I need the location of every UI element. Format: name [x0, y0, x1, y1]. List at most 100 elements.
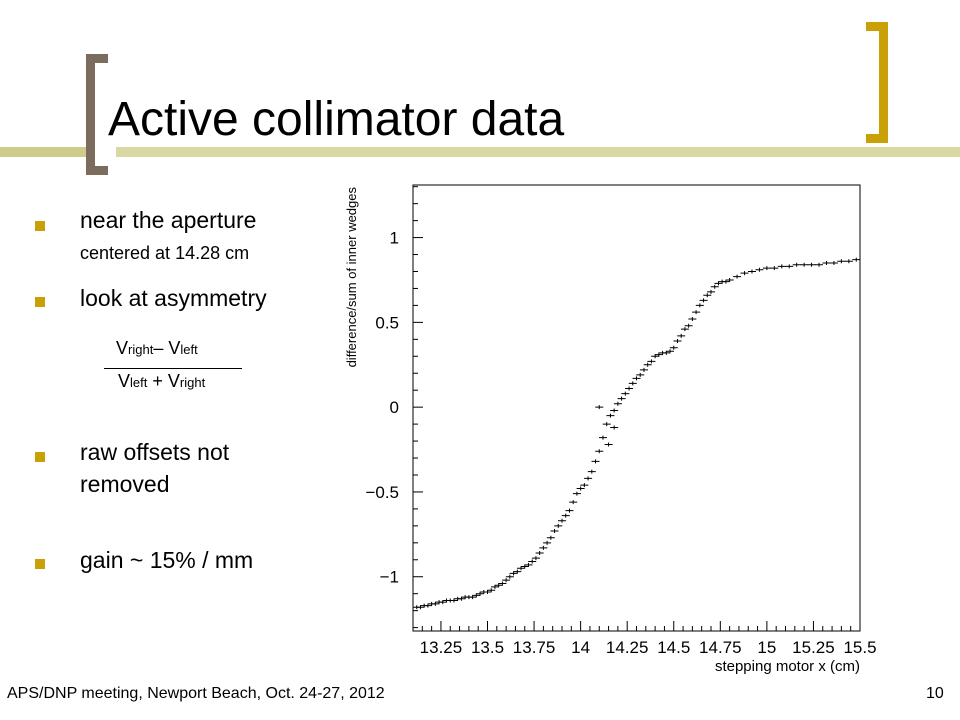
data-point: [598, 435, 607, 440]
formula-den-v1: V: [118, 371, 131, 391]
data-point: [677, 333, 686, 338]
data-point: [695, 303, 704, 308]
data-point: [628, 381, 637, 386]
x-tick-label: 14: [571, 638, 590, 657]
data-point: [550, 528, 559, 533]
x-tick-label: 14.75: [699, 638, 742, 657]
x-tick-label: 13.75: [513, 638, 556, 657]
data-point: [643, 362, 652, 367]
data-point: [807, 262, 816, 267]
x-axis-label: stepping motor x (cm): [715, 658, 860, 675]
bullet-marker: [35, 221, 45, 231]
data-point: [569, 500, 578, 505]
data-point: [565, 508, 574, 513]
data-point: [617, 396, 626, 401]
data-point: [740, 271, 749, 276]
formula-den-sub-right: right: [179, 375, 206, 390]
bullet-subtext-centered: centered at 14.28 cm: [80, 243, 250, 263]
x-tick-label: 15: [757, 638, 776, 657]
data-point: [528, 559, 537, 564]
data-point: [669, 345, 678, 350]
y-tick-label: −0.5: [365, 483, 399, 502]
y-tick-label: −1: [380, 568, 399, 587]
data-point: [792, 262, 801, 267]
data-point: [543, 540, 552, 545]
plot-frame: [412, 184, 861, 632]
data-point: [815, 262, 824, 267]
data-point: [531, 556, 540, 561]
formula-num-sub-right: right: [128, 342, 154, 357]
data-point: [613, 401, 622, 406]
data-point: [587, 469, 596, 474]
formula-num-minus: – V: [153, 338, 181, 358]
title-band-left: [0, 147, 86, 157]
data-point: [639, 367, 648, 372]
data-point: [647, 359, 656, 364]
x-tick-label: 14.5: [657, 638, 690, 657]
bullet-look-asymmetry: look at asymmetry: [80, 285, 267, 311]
data-point: [572, 491, 581, 496]
y-tick-label: 0.5: [375, 313, 399, 332]
data-point: [513, 569, 522, 574]
data-point: [710, 284, 719, 289]
bullet-near-aperture: near the aperture: [80, 207, 257, 233]
title-band-right: [116, 147, 960, 157]
data-point: [610, 425, 619, 430]
formula-denominator: Vleft + Vright: [118, 370, 205, 394]
data-point: [558, 518, 566, 523]
data-point: [561, 513, 570, 518]
data-point: [602, 422, 611, 427]
data-point: [625, 386, 634, 391]
data-point: [852, 257, 861, 262]
data-point: [777, 264, 786, 269]
data-point: [554, 523, 563, 528]
data-point: [535, 550, 544, 555]
x-tick-label: 13.5: [471, 638, 504, 657]
formula-num-v1: V: [116, 338, 129, 358]
data-point: [621, 391, 630, 396]
data-point: [524, 562, 533, 567]
formula-den-sub-left: left: [130, 375, 148, 390]
formula-numerator: Vright– Vleft: [116, 337, 198, 361]
data-point: [632, 376, 641, 381]
data-point: [487, 588, 496, 593]
data-point: [673, 339, 682, 344]
data-point: [606, 413, 615, 418]
x-tick-label: 14.25: [606, 638, 649, 657]
data-point: [604, 442, 613, 447]
data-point: [580, 483, 589, 488]
data-point: [595, 405, 604, 410]
right-bracket-decoration: [866, 22, 888, 143]
data-point: [539, 545, 548, 550]
data-point: [692, 310, 701, 315]
x-tick-label: 15.25: [792, 638, 835, 657]
data-point: [688, 316, 697, 321]
data-point: [505, 574, 514, 579]
data-point: [666, 349, 675, 354]
data-point: [680, 327, 689, 332]
data-point: [636, 372, 645, 377]
x-tick-label: 15.5: [843, 638, 876, 657]
asymmetry-scatter-chart: 13.25 13.5 13.75 14 14.25 14.5 14.75 15 15.25 15.…: [344, 184, 877, 675]
data-point: [610, 408, 619, 413]
data-point: [546, 535, 555, 540]
bullet-raw-offsets-line2: removed: [80, 471, 170, 497]
data-point: [584, 476, 593, 481]
data-point: [707, 289, 715, 294]
data-point: [498, 581, 507, 586]
x-tick-label: 13.25: [420, 638, 463, 657]
data-point: [733, 274, 742, 279]
bullet-marker: [35, 297, 45, 307]
left-bracket-decoration: [86, 54, 108, 175]
bullet-marker: [35, 452, 45, 462]
data-point: [770, 266, 779, 271]
data-point: [595, 449, 604, 454]
data-point: [822, 261, 831, 266]
slide-title: Active collimator data: [108, 93, 565, 146]
formula-num-sub-left: left: [180, 342, 198, 357]
y-tick-label: 0: [390, 398, 399, 417]
data-point: [684, 323, 693, 328]
bullet-raw-offsets-line1: raw offsets not: [80, 439, 230, 465]
y-tick-label: 1: [390, 229, 399, 248]
formula-fraction-line: [104, 368, 242, 369]
